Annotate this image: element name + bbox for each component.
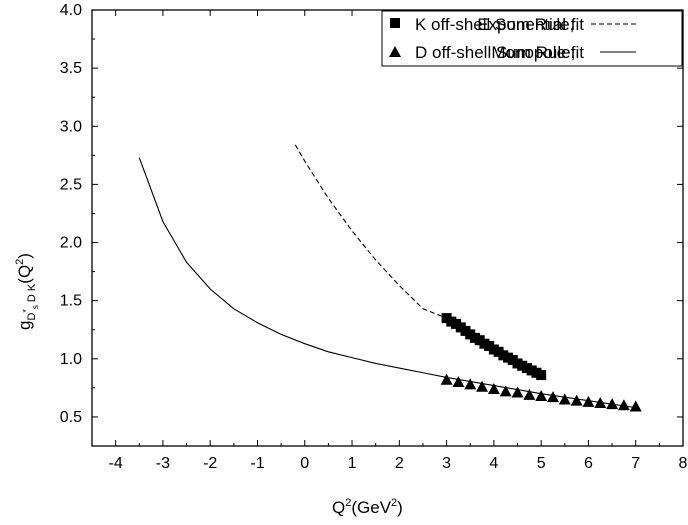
y-label-g: g xyxy=(15,321,34,330)
y-label-sub-d: D xyxy=(26,313,38,321)
y-label-sub-dk: D K xyxy=(26,283,38,302)
x-tick-label: 3 xyxy=(442,455,451,472)
x-label-unit: (GeV xyxy=(351,498,391,517)
d-sum-rule-point xyxy=(558,393,571,405)
x-tick-label: 1 xyxy=(348,455,357,472)
y-tick-label: 3.5 xyxy=(60,60,82,77)
y-axis-label: gD*s D K(Q2) xyxy=(14,253,40,330)
d-sum-rule-point xyxy=(617,399,630,411)
x-tick-label: 0 xyxy=(300,455,309,472)
legend-label-monopole: Monopole fit xyxy=(491,43,584,62)
legend-label-exponential: Exponential fit xyxy=(477,15,584,34)
y-label-argsup: 2 xyxy=(14,259,26,265)
d-sum-rule-point xyxy=(523,388,536,400)
x-label-sup1: 2 xyxy=(345,497,351,509)
d-sum-rule-point xyxy=(594,396,607,408)
y-tick-label: 3.0 xyxy=(60,118,82,135)
x-tick-label: 6 xyxy=(584,455,593,472)
x-label-close: ) xyxy=(397,498,403,517)
d-sum-rule-point xyxy=(546,391,559,403)
x-tick-label: -4 xyxy=(109,455,123,472)
d-sum-rule-point xyxy=(606,398,619,410)
d-sum-rule-point xyxy=(452,376,465,388)
legend-triangle-marker xyxy=(389,46,401,57)
d-sum-rule-point xyxy=(476,380,489,392)
y-tick-label: 2.0 xyxy=(60,235,82,252)
x-label-q: Q xyxy=(332,498,345,517)
y-axis-ticks: 0.5 1.0 1.5 2.0 2.5 3.0 3.5 4.0 xyxy=(60,2,683,447)
y-label-s: s xyxy=(31,305,40,309)
y-tick-label: 1.5 xyxy=(60,293,82,310)
k-sum-rule-point xyxy=(536,370,547,381)
d-sum-rule-point xyxy=(487,383,500,395)
x-tick-label: -2 xyxy=(203,455,217,472)
x-tick-label: -1 xyxy=(250,455,264,472)
exponential-fit-line xyxy=(294,144,447,319)
y-tick-label: 0.5 xyxy=(60,409,82,426)
x-tick-label: 5 xyxy=(537,455,546,472)
legend-label-d: D off-shell Sum Rule, xyxy=(415,43,575,62)
series-layer xyxy=(138,144,642,412)
x-axis-label: Q2(GeV2) xyxy=(332,497,403,517)
x-label-sup2: 2 xyxy=(391,497,397,509)
plot-frame xyxy=(91,9,684,447)
d-sum-rule-point xyxy=(570,394,583,406)
y-tick-label: 2.5 xyxy=(60,176,82,193)
y-tick-label: 4.0 xyxy=(60,2,82,19)
d-sum-rule-point xyxy=(499,385,512,397)
d-sum-rule-point xyxy=(535,390,548,402)
x-tick-label: 8 xyxy=(679,455,688,472)
x-axis-ticks: -4 -3 -2 -1 0 1 2 3 4 5 6 7 8 xyxy=(109,10,688,472)
d-sum-rule-point xyxy=(440,373,453,385)
legend: K off-shell Sum Rule, Exponential fit D … xyxy=(381,10,683,67)
y-label-arg: (Q xyxy=(15,265,34,284)
y-label-argclose: ) xyxy=(15,253,34,259)
d-sum-rule-point xyxy=(464,378,477,390)
y-tick-label: 1.0 xyxy=(60,351,82,368)
legend-box xyxy=(381,10,683,67)
legend-square-marker xyxy=(390,18,400,28)
x-tick-label: 4 xyxy=(489,455,498,472)
legend-label-k: K off-shell Sum Rule, xyxy=(415,15,574,34)
x-tick-label: 7 xyxy=(631,455,640,472)
monopole-fit-line xyxy=(138,157,636,409)
d-sum-rule-point xyxy=(511,386,524,398)
y-label-star: * xyxy=(21,309,31,313)
d-sum-rule-point xyxy=(582,395,595,407)
x-tick-label: 2 xyxy=(395,455,404,472)
x-tick-label: -3 xyxy=(156,455,170,472)
d-sum-rule-point xyxy=(629,400,642,412)
